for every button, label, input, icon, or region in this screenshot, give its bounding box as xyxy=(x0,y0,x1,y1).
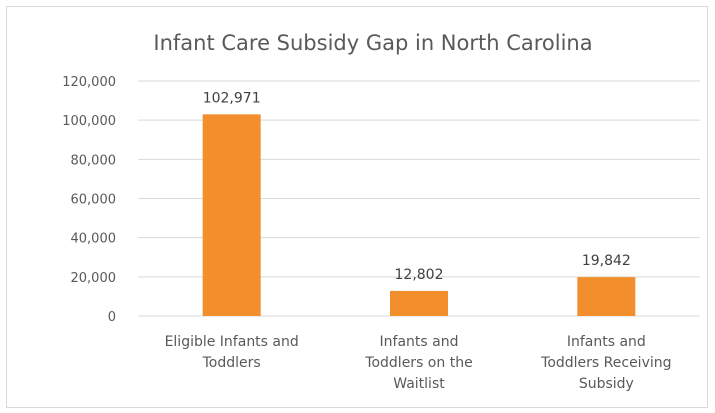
category-label-line: Toddlers on the xyxy=(364,355,472,371)
category-label-line: Waitlist xyxy=(393,376,445,392)
y-tick-label: 100,000 xyxy=(62,114,116,129)
category-label-line: Subsidy xyxy=(579,376,634,392)
y-tick-label: 0 xyxy=(108,310,116,325)
category-label-line: Infants and xyxy=(380,334,459,350)
category-label-line: Eligible Infants and xyxy=(165,334,299,350)
category-label-line: Toddlers xyxy=(202,355,261,371)
y-tick-label: 120,000 xyxy=(62,75,116,90)
y-tick-label: 40,000 xyxy=(71,232,117,247)
data-label: 19,842 xyxy=(582,253,631,269)
data-label: 102,971 xyxy=(203,90,261,106)
bar xyxy=(577,277,636,316)
chart-title: Infant Care Subsidy Gap in North Carolin… xyxy=(153,31,592,55)
data-labels: 102,971 12,802 19,842 xyxy=(203,90,631,283)
category-label-line: Toddlers Receiving xyxy=(540,355,671,371)
y-tick-label: 60,000 xyxy=(71,193,117,208)
y-tick-label: 20,000 xyxy=(71,271,117,286)
y-axis-tick-labels: 0 20,000 40,000 60,000 80,000 100,000 120,000 xyxy=(62,75,116,325)
category-label: Infants and Toddlers Receiving Subsidy xyxy=(540,334,671,392)
bar xyxy=(202,114,261,317)
category-label: Eligible Infants and Toddlers xyxy=(165,334,299,371)
category-label: Infants and Toddlers on the Waitlist xyxy=(364,334,472,392)
bars xyxy=(202,114,636,317)
y-tick-label: 80,000 xyxy=(71,153,117,168)
chart-frame xyxy=(6,6,708,408)
data-label: 12,802 xyxy=(395,267,444,283)
x-axis-category-labels: Eligible Infants and Toddlers Infants and T… xyxy=(165,334,672,392)
bar xyxy=(390,290,448,316)
category-label-line: Infants and xyxy=(567,334,646,350)
